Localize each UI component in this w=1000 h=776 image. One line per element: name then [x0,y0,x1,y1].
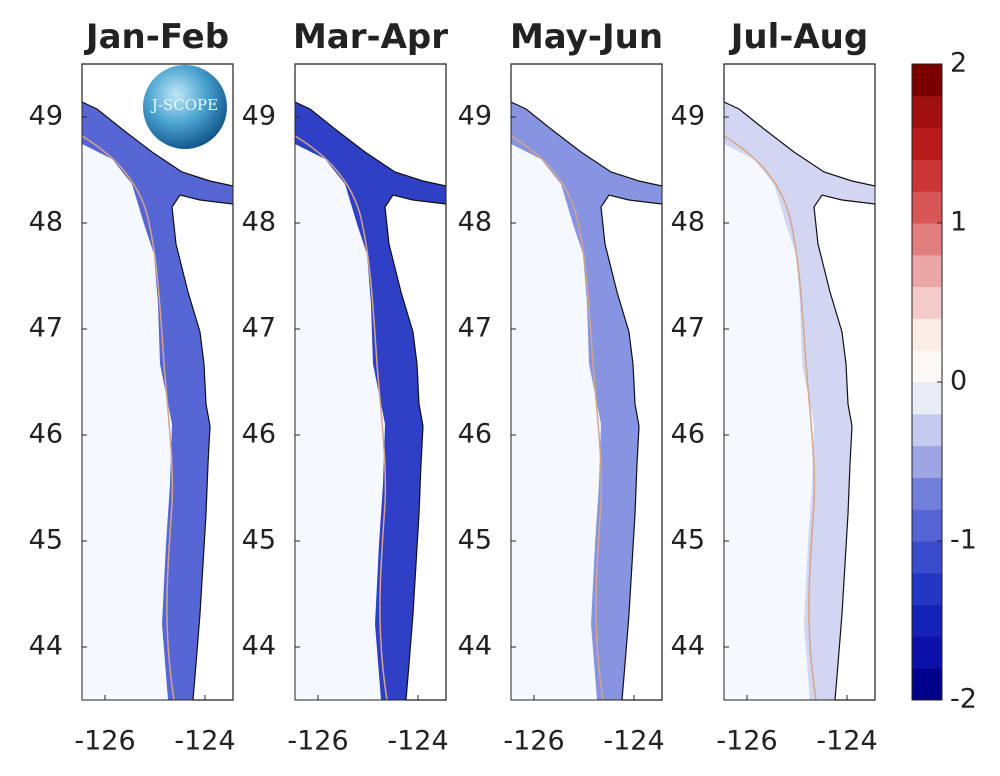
logo: J-SCOPE [143,65,227,149]
shelf-anomaly [295,102,446,700]
panel-frame [510,63,663,701]
colorbar-cell [912,350,942,383]
y-tick-label: 49 [458,101,492,132]
panel-frame [723,63,876,701]
y-tick-label: 44 [458,631,492,662]
colorbar-cell [912,286,942,319]
colorbar-tick-label: -2 [950,684,977,715]
isobath [510,135,604,701]
y-tick-label: 46 [671,419,705,450]
y-tick-label: 44 [242,631,276,662]
logo-text: J-SCOPE [150,96,218,114]
land [813,194,876,701]
y-tick-label: 44 [29,631,63,662]
colorbar-cell [912,668,942,701]
colorbar-tick-label: 1 [950,207,967,238]
y-tick-label: 47 [671,313,705,344]
isobath [294,135,388,701]
land [384,194,447,701]
x-tick-label: -126 [287,726,348,757]
colorbar-cell [912,191,942,224]
land [171,194,234,701]
colorbar: -2 -1 0 1 2 [911,48,977,715]
colorbar-cell [912,64,942,97]
y-tick-label: 49 [29,101,63,132]
y-tick-label: 45 [671,525,705,556]
colorbar-cell [912,509,942,542]
y-tick-label: 46 [242,419,276,450]
colorbar-tick-label: -1 [950,525,977,556]
isobath [723,135,817,701]
y-tick-label: 49 [242,101,276,132]
panel-frame [81,63,234,701]
colorbar-cell [912,477,942,510]
y-tick-label: 44 [671,631,705,662]
y-tick-label: 47 [242,313,276,344]
x-tick-label: -124 [174,726,235,757]
map-panel [81,63,234,701]
colorbar-cell [912,604,942,637]
shelf-anomaly [511,102,662,700]
colorbar-cell [912,318,942,351]
x-tick-label: -126 [74,726,135,757]
map-panel [294,63,447,701]
x-tick-label: -124 [816,726,877,757]
colorbar-cell [912,636,942,669]
y-tick-label: 47 [29,313,63,344]
colorbar-cell [912,541,942,574]
colorbar-cell [912,254,942,288]
colorbar-tick-label: 0 [950,366,967,397]
colorbar-cell [912,382,942,415]
y-tick-label: 45 [242,525,276,556]
colorbar-cell [912,127,942,160]
colorbar-cell [912,159,942,192]
x-tick-label: -126 [503,726,564,757]
logo-badge [143,65,227,149]
panel-title: May-Jun [510,17,663,57]
colorbar-cell [912,413,942,447]
panel-title: Jul-Aug [729,17,868,57]
colorbar-cell [912,223,942,256]
colorbar-tick-label: 2 [950,48,967,79]
y-tick-label: 45 [458,525,492,556]
map-panels [81,63,876,701]
colorbar-cell [912,95,942,129]
shelf-anomaly [724,102,875,700]
colorbar-cell [912,572,942,606]
map-panel [510,63,663,701]
y-tick-label: 45 [29,525,63,556]
y-tick-label: 47 [458,313,492,344]
panel-title: Mar-Apr [293,17,448,57]
panel-title: Jan-Feb [84,17,229,57]
x-tick-label: -126 [716,726,777,757]
y-tick-label: 48 [458,207,492,238]
y-tick-label: 48 [29,207,63,238]
y-tick-label: 49 [671,101,705,132]
map-panel [723,63,876,701]
isobath [81,135,175,701]
panel-frame [294,63,447,701]
x-tick-label: -124 [387,726,448,757]
y-tick-label: 46 [458,419,492,450]
land [600,194,663,701]
colorbar-cell [912,445,942,478]
shelf-anomaly [82,102,233,700]
y-tick-label: 48 [671,207,705,238]
y-tick-label: 46 [29,419,63,450]
y-tick-label: 48 [242,207,276,238]
x-tick-label: -124 [603,726,664,757]
